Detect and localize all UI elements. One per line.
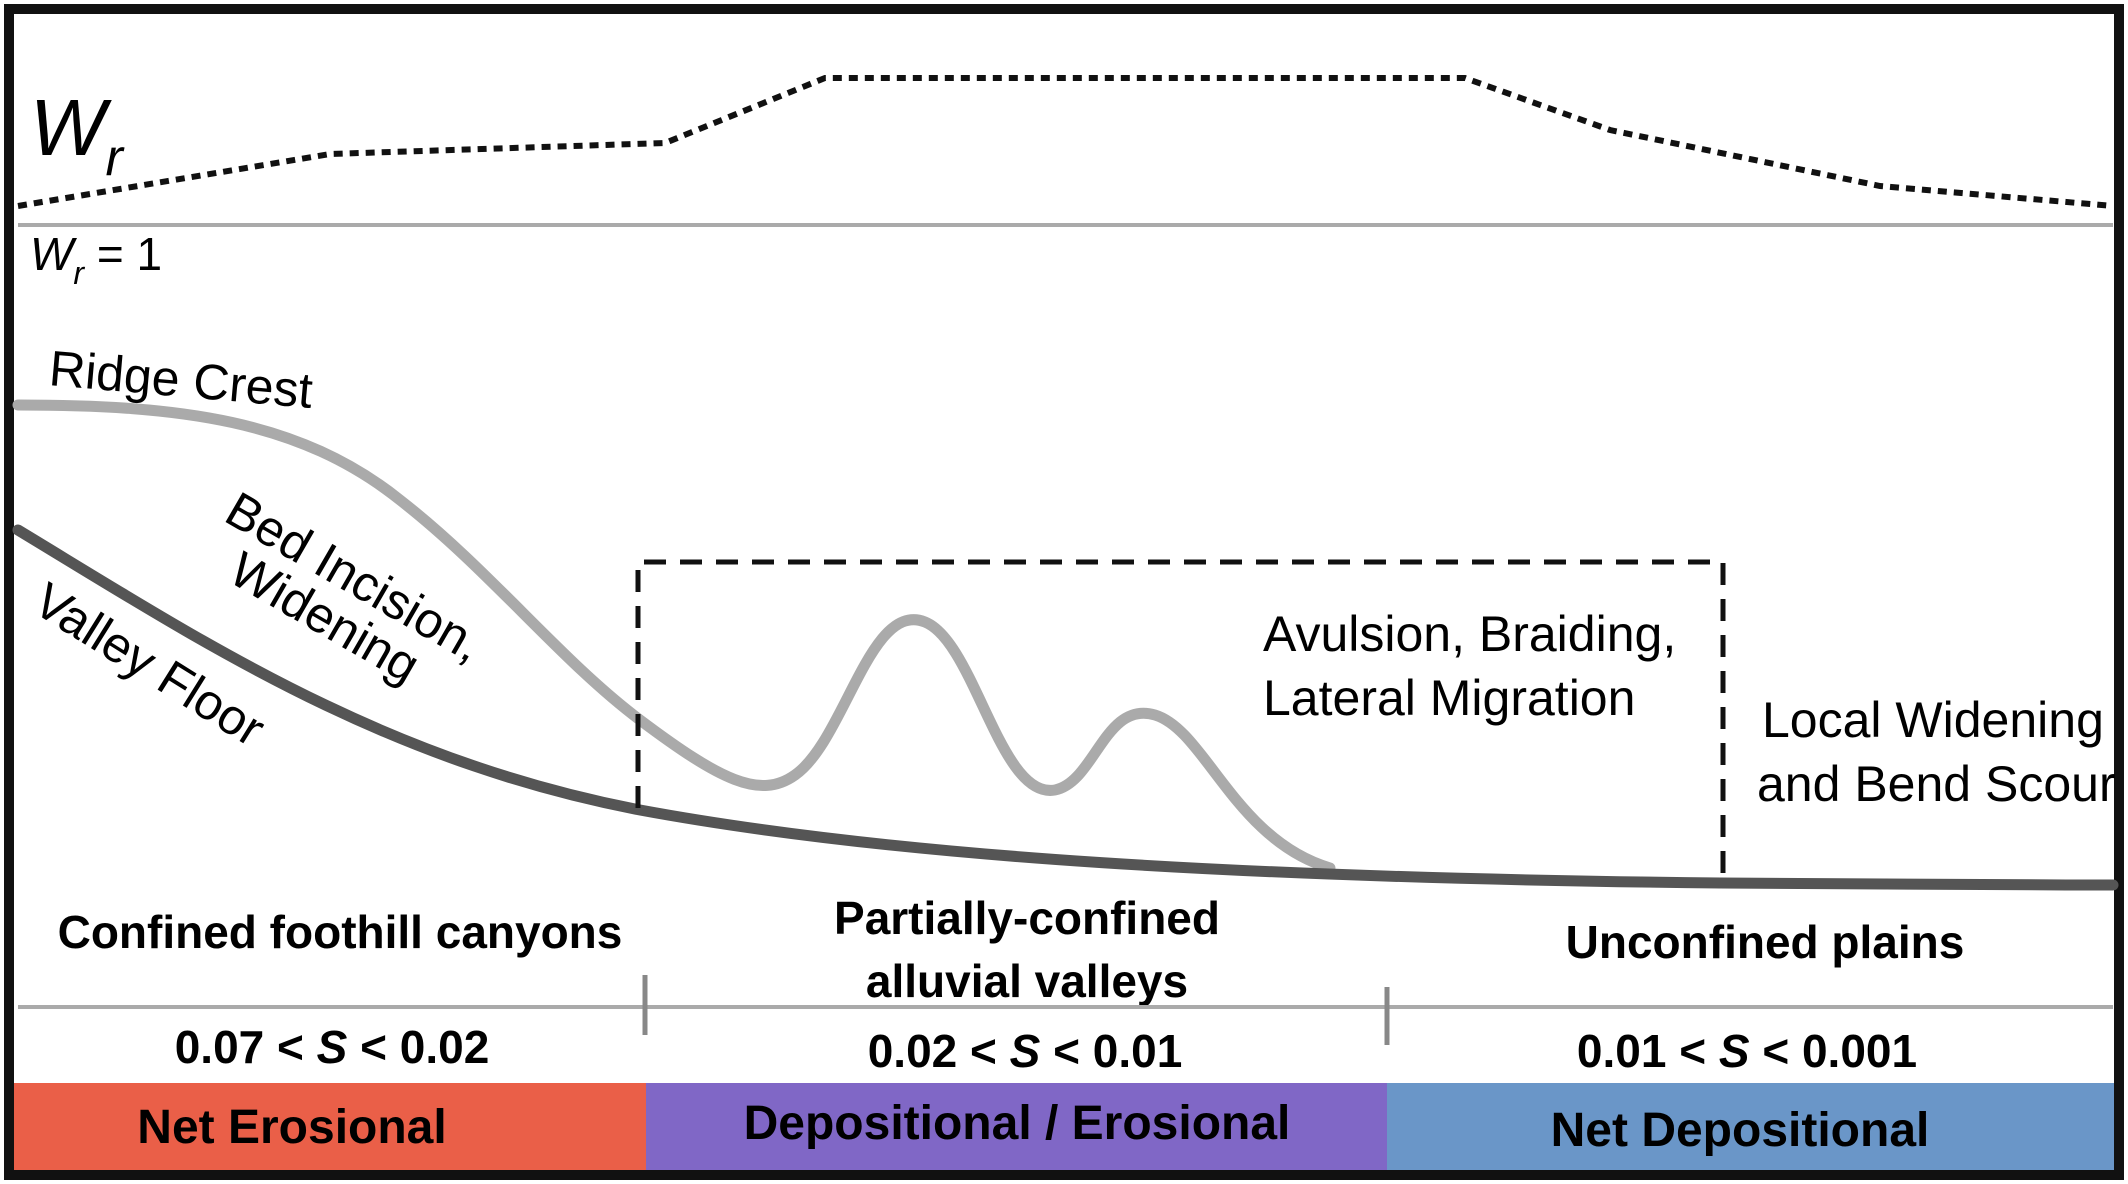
zone-name-unconfined: Unconfined plains (1566, 916, 1965, 968)
slope-range-unconfined: 0.01 < S < 0.001 (1577, 1025, 1917, 1077)
wr-dotted-curve (17, 75, 2114, 209)
slope-range-partial: 0.02 < S < 0.01 (868, 1025, 1183, 1077)
zone-name-partial-line2: alluvial valleys (866, 955, 1188, 1007)
band-label-net-depositional: Net Depositional (1551, 1104, 1930, 1157)
dashed-braiding-box (635, 559, 1726, 885)
band-label-net-erosional: Net Erosional (137, 1101, 446, 1154)
ridge-crest-curve (12, 399, 1336, 874)
slope-range-confined: 0.07 < S < 0.02 (175, 1021, 490, 1073)
band-depositional-erosional (646, 1083, 1387, 1170)
zone-name-confined: Confined foothill canyons (58, 906, 623, 958)
wr-baseline-label: Wr = 1 (30, 228, 162, 291)
avulsion-label-line2: Lateral Migration (1263, 670, 1635, 726)
local-widening-label-line1: Local Widening (1762, 692, 2104, 748)
band-net-depositional (1387, 1083, 2114, 1170)
band-net-erosional (14, 1083, 646, 1170)
zone-name-partial-line1: Partially-confined (834, 892, 1220, 944)
valley-floor-curve (12, 524, 2119, 891)
avulsion-label-line1: Avulsion, Braiding, (1263, 606, 1676, 662)
diagram-frame (4, 4, 2124, 1180)
band-label-depositional-erosional: Depositional / Erosional (744, 1097, 1291, 1150)
wr-symbol: Wr (30, 83, 126, 187)
local-widening-label-line2: and Bend Scour (1757, 756, 2116, 812)
